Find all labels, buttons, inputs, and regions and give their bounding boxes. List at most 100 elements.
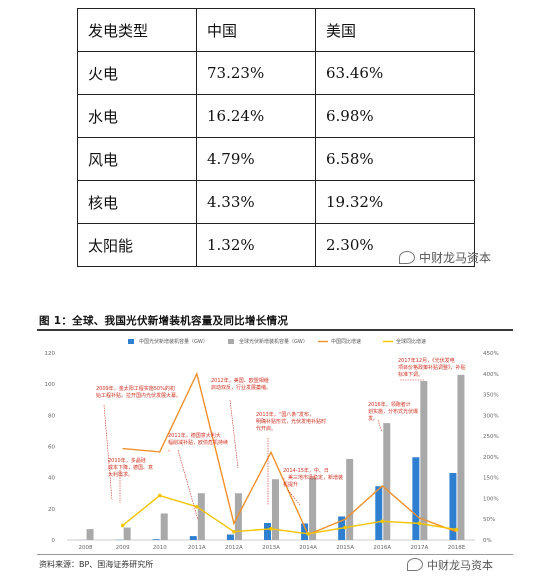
table-row: 水电 16.24% 6.98% xyxy=(77,94,475,138)
figure-bottom-rule xyxy=(37,554,513,555)
global-growth-point xyxy=(120,523,125,528)
table-cell: 核电 xyxy=(77,180,197,224)
annotation-arrow xyxy=(103,404,113,501)
china-capacity-bar xyxy=(375,486,383,540)
table-cell: 6.98% xyxy=(315,94,475,138)
china-capacity-bar xyxy=(449,472,457,540)
legend-label: 全球光伏新增装机容量（GW） xyxy=(239,338,308,345)
table-header-cell: 发电类型 xyxy=(77,8,197,52)
global-growth-point xyxy=(454,527,459,532)
left-axis-tick-label: 0 xyxy=(52,538,56,544)
china-growth-line xyxy=(122,371,457,536)
china-capacity-bar xyxy=(226,534,234,540)
global-capacity-bar xyxy=(346,458,354,540)
figure-title: 图 1：全球、我国光伏新增装机容量及同比增长情况 xyxy=(39,315,289,327)
chart-annotation: 2010年，多晶硅成本下降，德国、意大利需求。 xyxy=(108,457,153,478)
x-axis-tick-label: 2015A xyxy=(336,545,354,551)
chart-annotation: 2009年，金太阳工程实施50%的初始工程补贴，拉开国内光伏发展大幕。 xyxy=(96,385,181,399)
chart-annotation: 2012年，美国、欧盟相继启动双反，行业发展萎缩。 xyxy=(211,377,271,391)
annotation-arrow xyxy=(377,419,383,433)
right-axis-tick-label: 150% xyxy=(483,476,499,482)
legend-swatch xyxy=(228,339,234,344)
table-row: 火电 73.23% 63.46% xyxy=(77,51,475,95)
legend-label: 全球同比增速 xyxy=(396,338,426,345)
figure-title-rule xyxy=(37,329,513,331)
table-cell: 火电 xyxy=(77,51,197,95)
right-axis-tick-label: 300% xyxy=(483,413,499,419)
china-capacity-bar xyxy=(412,457,420,540)
right-axis-tick-label: 200% xyxy=(483,455,499,461)
x-axis-tick-label: 2013A xyxy=(262,545,280,551)
global-growth-line xyxy=(122,494,457,535)
global-capacity-bar xyxy=(234,493,242,540)
right-axis-tick-label: 450% xyxy=(483,351,499,357)
power-generation-table: 发电类型 中国 美国 火电 73.23% 63.46% 水电 16.24% 6.98% 风电 4.7… xyxy=(77,8,475,267)
global-capacity-bar xyxy=(383,423,391,540)
wechat-logo-icon xyxy=(407,558,423,571)
global-capacity-bar xyxy=(272,479,279,540)
left-axis-tick-label: 40 xyxy=(48,476,55,482)
global-capacity-bar xyxy=(160,513,168,540)
left-axis-tick-label: 120 xyxy=(45,351,56,357)
legend-label: 中国光伏新增装机容量（GW） xyxy=(139,338,208,345)
table-cell: 水电 xyxy=(77,94,197,138)
global-capacity-bar xyxy=(457,374,465,540)
annotation-arrow xyxy=(177,449,199,521)
table-cell: 6.58% xyxy=(315,137,475,181)
annotation-arrow xyxy=(287,489,301,506)
table-cell: 1.32% xyxy=(196,223,316,267)
right-axis-tick-label: 400% xyxy=(483,372,499,378)
table-row: 风电 4.79% 6.58% xyxy=(77,137,475,181)
table-cell: 16.24% xyxy=(196,94,316,138)
x-axis-tick-label: 2011A xyxy=(188,545,206,551)
global-growth-point xyxy=(306,531,310,536)
legend-swatch xyxy=(128,339,134,344)
global-growth-point xyxy=(157,493,162,498)
left-axis-tick-label: 20 xyxy=(48,507,55,513)
chart-annotation: 2016年，领跑者计划实施，分布式光伏爆发。 xyxy=(368,401,418,422)
global-growth-point xyxy=(269,526,273,531)
x-axis-tick-label: 2008 xyxy=(79,545,93,551)
x-axis-tick-label: 2009 xyxy=(116,545,130,551)
x-axis-tick-label: 2014A xyxy=(299,545,317,551)
table-cell: 2.30% xyxy=(315,223,475,267)
left-axis-tick-label: 80 xyxy=(48,413,55,419)
chart-annotation: 2013年，“国八条”发布，明确补贴形式，光伏发电补贴时代开启。 xyxy=(256,411,326,432)
figure-source: 资料来源：BP、国海证券研究所 xyxy=(39,560,154,569)
legend-label: 中国同比增速 xyxy=(331,338,361,345)
left-axis-tick-label: 60 xyxy=(48,445,55,451)
right-axis-tick-label: 250% xyxy=(483,434,499,440)
global-capacity-bar xyxy=(309,477,317,540)
chart-annotation: 2011年，德国意大利大幅削减补贴，欧债危机持续。 xyxy=(168,432,228,453)
china-capacity-bar xyxy=(301,523,309,540)
china-capacity-bar xyxy=(189,536,197,540)
table-row: 太阳能 1.32% 2.30% xyxy=(77,223,475,267)
global-capacity-bar xyxy=(420,381,428,540)
table-header-row: 发电类型 中国 美国 xyxy=(77,8,475,52)
china-capacity-bar xyxy=(152,539,160,540)
table-cell: 太阳能 xyxy=(77,223,197,267)
table-cell: 19.32% xyxy=(315,180,475,224)
table-cell: 风电 xyxy=(77,137,197,181)
x-axis-tick-label: 2016A xyxy=(373,545,391,551)
chart-annotation: 2017年12月，《光伏发电项目价格政策补贴调整》，补贴标准下调。 xyxy=(398,357,466,378)
table-header-cell: 中国 xyxy=(196,8,316,52)
global-growth-point xyxy=(343,525,347,530)
watermark-top: 中财龙马资本 xyxy=(399,249,491,266)
table-cell: 4.33% xyxy=(196,180,316,224)
global-growth-point xyxy=(195,504,199,509)
left-axis-tick-label: 100 xyxy=(45,382,56,388)
chart-annotation: 2014-15年，中、日、美三地市场稳定，新增装机提升 xyxy=(283,467,343,488)
china-capacity-bar xyxy=(264,523,271,540)
table-body: 发电类型 中国 美国 火电 73.23% 63.46% 水电 16.24% 6.98% 风电 4.7… xyxy=(77,8,475,267)
table-row: 核电 4.33% 19.32% xyxy=(77,180,475,224)
right-axis-tick-label: 350% xyxy=(483,393,499,399)
x-axis-tick-label: 2012A xyxy=(225,545,243,551)
global-growth-point xyxy=(380,519,385,524)
global-capacity-bar xyxy=(123,527,131,540)
global-capacity-bar xyxy=(197,493,205,540)
x-axis-tick-label: 2010 xyxy=(153,545,167,551)
global-capacity-bar xyxy=(86,529,94,540)
table-cell: 63.46% xyxy=(315,51,475,95)
watermark-bottom: 中财龙马资本 xyxy=(407,557,493,573)
